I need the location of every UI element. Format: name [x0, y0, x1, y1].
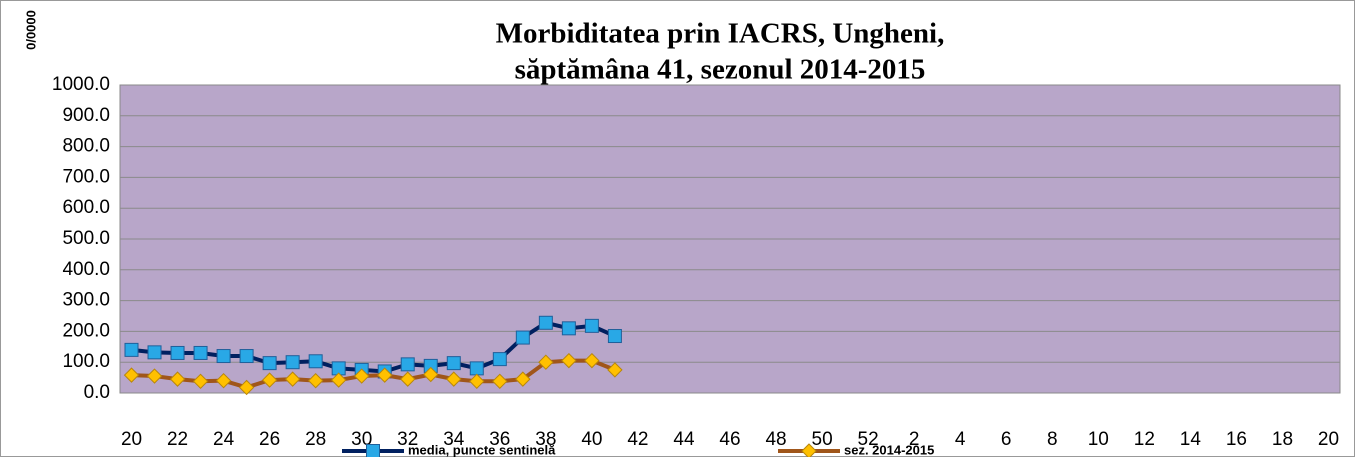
x-tick-label: 50 — [812, 429, 833, 450]
y-axis-label: 0/0000 — [23, 10, 38, 50]
x-tick-label: 4 — [955, 429, 966, 450]
x-tick-label: 36 — [489, 429, 510, 450]
x-tick-label: 6 — [1001, 429, 1012, 450]
series-line — [131, 358, 616, 390]
y-tick-label: 300.0 — [62, 290, 110, 311]
y-tick-label: 700.0 — [62, 166, 110, 187]
x-tick-label: 44 — [673, 429, 695, 450]
data-point — [284, 371, 301, 387]
data-point — [147, 345, 162, 360]
y-tick-label: 800.0 — [62, 136, 110, 157]
x-tick-label: 40 — [581, 429, 602, 450]
data-point — [538, 315, 553, 330]
y-tick-label: 100.0 — [62, 351, 110, 372]
data-point — [400, 371, 416, 387]
y-tick-label: 500.0 — [62, 228, 110, 249]
data-point — [215, 372, 232, 389]
x-tick-label: 2 — [909, 429, 920, 450]
legend-label: sez. 2014-2015 — [844, 442, 934, 457]
data-point — [285, 355, 300, 370]
data-point — [561, 321, 576, 336]
data-point — [538, 354, 554, 370]
data-point — [330, 372, 347, 388]
data-point — [308, 354, 323, 369]
x-tick-label: 52 — [858, 429, 879, 450]
data-point — [469, 373, 485, 390]
x-tick-label: 22 — [167, 429, 188, 450]
data-point — [239, 349, 254, 364]
chart-title: Morbiditatea prin IACRS, Ungheni, — [496, 18, 945, 50]
data-point — [400, 357, 415, 372]
data-point — [146, 368, 163, 384]
data-point — [170, 345, 185, 360]
data-point — [261, 372, 278, 388]
x-tick-label: 18 — [1272, 429, 1293, 450]
x-tick-label: 48 — [765, 429, 786, 450]
data-point — [307, 372, 324, 389]
data-point — [169, 371, 186, 387]
y-tick-label: 400.0 — [62, 259, 110, 280]
x-tick-label: 34 — [443, 429, 465, 450]
data-point — [123, 367, 140, 383]
x-tick-label: 8 — [1047, 429, 1058, 450]
x-tick-label: 38 — [535, 429, 556, 450]
x-tick-label: 20 — [121, 429, 142, 450]
y-tick-label: 200.0 — [62, 320, 110, 341]
data-point — [423, 366, 439, 383]
data-point — [607, 329, 622, 344]
x-tick-label: 10 — [1088, 429, 1109, 450]
y-tick-label: 0.0 — [84, 382, 110, 403]
y-tick-label: 1000.0 — [52, 74, 110, 95]
data-point — [238, 379, 255, 396]
data-point — [584, 352, 600, 369]
x-tick-label: 20 — [1318, 429, 1339, 450]
data-point — [561, 352, 577, 369]
data-point — [446, 371, 462, 387]
legend-label: media, puncte sentinelă — [408, 442, 556, 457]
y-tick-label: 900.0 — [62, 105, 110, 126]
x-tick-label: 32 — [397, 429, 418, 450]
data-point — [515, 371, 531, 387]
chart-subtitle: săptămâna 41, sezonul 2014-2015 — [515, 54, 926, 86]
data-point — [216, 349, 231, 364]
x-tick-label: 26 — [259, 429, 280, 450]
data-point — [193, 345, 208, 360]
x-tick-label: 42 — [627, 429, 648, 450]
series-line — [131, 320, 616, 374]
data-point — [446, 356, 461, 371]
legend-marker — [801, 443, 817, 457]
legend-marker — [366, 444, 380, 457]
data-point — [515, 330, 530, 345]
x-tick-label: 24 — [213, 429, 235, 450]
data-point — [492, 352, 507, 367]
data-point — [353, 368, 370, 384]
x-tick-label: 16 — [1226, 429, 1247, 450]
x-tick-label: 12 — [1134, 429, 1155, 450]
x-tick-label: 28 — [305, 429, 326, 450]
data-point — [469, 361, 484, 376]
data-point — [192, 373, 209, 390]
data-point — [584, 318, 599, 333]
y-tick-label: 600.0 — [62, 197, 110, 218]
data-point — [377, 367, 393, 383]
data-point — [262, 356, 277, 371]
data-point — [124, 342, 139, 357]
data-point — [492, 373, 508, 390]
x-tick-label: 46 — [719, 429, 740, 450]
x-tick-label: 14 — [1180, 429, 1202, 450]
data-point — [607, 362, 623, 378]
